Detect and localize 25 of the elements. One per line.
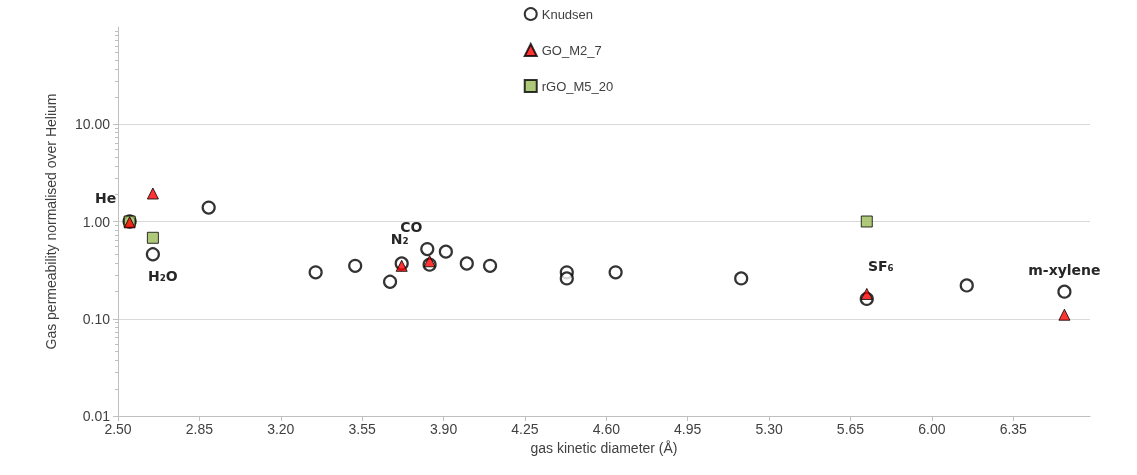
legend-label: GO_M2_7: [541, 42, 602, 58]
x-tick-label: 3.55: [348, 421, 376, 437]
x-axis-title: gas kinetic diameter (Å): [530, 439, 678, 456]
annotation: m-xylene: [1028, 261, 1101, 278]
x-tick-label: 4.60: [592, 421, 621, 437]
y-tick-label: 0.01: [82, 408, 111, 424]
annotation: He: [95, 189, 117, 206]
y-axis-title: Gas permeability normalised over Helium: [43, 93, 59, 350]
annotation: H₂O: [148, 268, 178, 285]
y-tick-label: 0.10: [82, 310, 111, 327]
x-tick-label: 3.20: [267, 421, 295, 437]
annotation: SF₆: [867, 257, 894, 274]
x-tick-label: 5.65: [836, 421, 865, 437]
y-tick-label: 1.00: [82, 213, 111, 230]
x-tick-label: 2.50: [104, 421, 132, 437]
x-tick-label: 2.85: [185, 421, 214, 437]
y-tick-label: 10.00: [74, 116, 111, 133]
x-tick-label: 6.00: [918, 421, 946, 437]
x-tick-label: 6.35: [999, 421, 1028, 437]
x-tick-label: 4.25: [511, 421, 539, 437]
legend-label: Knudsen: [541, 6, 594, 22]
x-tick-label: 3.90: [429, 421, 458, 437]
x-tick-label: 5.30: [755, 421, 783, 437]
x-tick-label: 4.95: [674, 421, 702, 437]
legend-label: rGO_M5_20: [541, 78, 614, 94]
